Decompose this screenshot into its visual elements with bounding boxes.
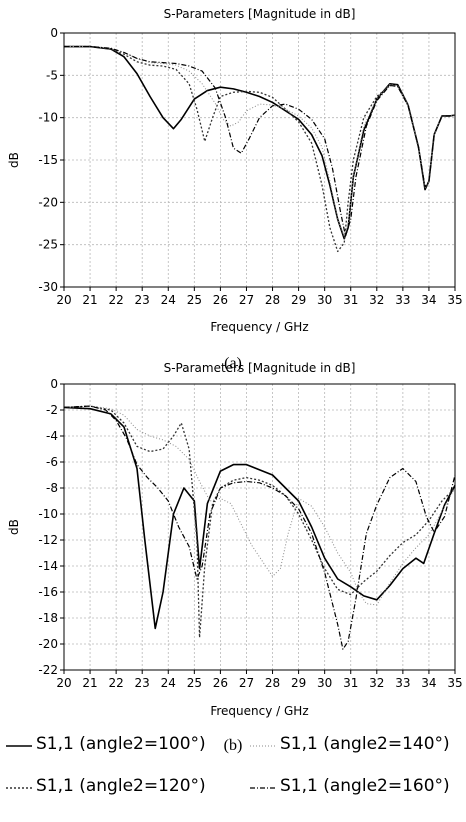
series-line-dotted (63, 405, 456, 639)
x-tick-label: 27 (239, 676, 254, 690)
x-tick-label: 24 (161, 293, 176, 307)
chart-b: 20 21 22 23 24 25 26 27 28 29 30 31 32 33 34 35 0 -2 -4 -6 -… (7, 361, 463, 754)
x-tick-label: 34 (421, 676, 436, 690)
y-tick-label: -20 (38, 637, 58, 651)
legend-label: S1,1 (angle2=100°) (36, 734, 206, 754)
y-tick-label: -14 (38, 559, 58, 573)
legend-label: S1,1 (angle2=160°) (280, 776, 450, 796)
x-tick-label: 22 (108, 293, 123, 307)
y-tick-label: -5 (46, 68, 58, 82)
series-line-dotted (64, 45, 456, 253)
y-tick-label: -18 (38, 611, 58, 625)
x-tick-label: 30 (317, 676, 332, 690)
x-tick-label: 23 (135, 293, 150, 307)
x-tick-label: 35 (447, 676, 462, 690)
x-tick-label: 23 (135, 676, 150, 690)
x-tick-label: 28 (265, 676, 280, 690)
x-tick-label: 28 (265, 293, 280, 307)
legend-swatch-dash-dot (250, 787, 276, 789)
x-tick-label: 26 (213, 293, 228, 307)
legend: S1,1 (angle2=100°) S1,1 (angle2=140°) S1… (0, 734, 466, 822)
y-tick-label: -16 (38, 585, 58, 599)
legend-label: S1,1 (angle2=140°) (280, 734, 450, 754)
x-tick-label: 33 (395, 293, 410, 307)
y-tick-label: -22 (38, 663, 58, 677)
x-tick-label: 25 (187, 293, 202, 307)
y-tick-label: -12 (38, 533, 58, 547)
figure-caption: (b) (224, 737, 243, 754)
legend-swatch-solid (6, 745, 32, 747)
y-tick-label: -10 (38, 111, 58, 125)
chart-a: 20 21 22 23 24 25 26 27 28 29 30 31 32 33 34 35 0 -5 -10 -1… (7, 7, 463, 372)
figure-caption: (a) (224, 355, 242, 372)
y-tick-label: -25 (38, 238, 58, 252)
x-tick-label: 34 (421, 293, 436, 307)
x-tick-label: 32 (369, 293, 384, 307)
y-tick-label: -20 (38, 195, 58, 209)
x-tick-label: 29 (291, 293, 306, 307)
x-tick-label: 22 (108, 676, 123, 690)
legend-swatch-dotted-fine (250, 745, 276, 747)
x-tick-label: 26 (213, 676, 228, 690)
x-tick-label: 25 (187, 676, 202, 690)
x-tick-label: 24 (161, 676, 176, 690)
x-axis-label: Frequency / GHz (210, 704, 308, 718)
x-tick-label: 20 (56, 676, 71, 690)
x-tick-label: 27 (239, 293, 254, 307)
x-tick-label: 21 (82, 293, 97, 307)
plot-area (64, 384, 455, 670)
x-axis-label: Frequency / GHz (210, 320, 308, 334)
x-tick-label: 29 (291, 676, 306, 690)
y-tick-label: -6 (46, 455, 58, 469)
chart-title: S-Parameters [Magnitude in dB] (164, 361, 356, 375)
y-tick-label: -15 (38, 153, 58, 167)
y-tick-label: -4 (46, 429, 58, 443)
x-tick-label: 31 (343, 293, 358, 307)
x-tick-label: 33 (395, 676, 410, 690)
series-line-solid (63, 406, 456, 630)
y-tick-label: -2 (46, 403, 58, 417)
series-line-dash-dot (64, 45, 456, 237)
x-tick-label: 32 (369, 676, 384, 690)
series-line-dash-dot (63, 405, 456, 650)
y-tick-label: -10 (38, 507, 58, 521)
y-tick-label: 0 (50, 377, 58, 391)
x-tick-label: 30 (317, 293, 332, 307)
plot-frame (63, 383, 456, 671)
y-tick-label: -8 (46, 481, 58, 495)
x-tick-label: 21 (82, 676, 97, 690)
x-tick-label: 35 (447, 293, 462, 307)
y-axis-label: dB (7, 519, 21, 535)
chart-title: S-Parameters [Magnitude in dB] (164, 7, 356, 21)
legend-label: S1,1 (angle2=120°) (36, 776, 206, 796)
y-axis-label: dB (7, 152, 21, 168)
y-tick-label: 0 (50, 26, 58, 40)
y-tick-label: -30 (38, 280, 58, 294)
x-tick-label: 20 (56, 293, 71, 307)
legend-swatch-dotted (6, 787, 32, 789)
x-tick-label: 31 (343, 676, 358, 690)
